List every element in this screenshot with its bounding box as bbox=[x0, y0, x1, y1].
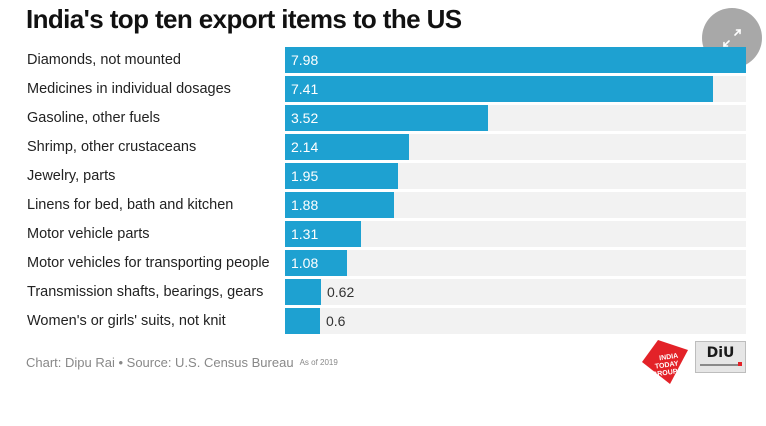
bar-track: 1.95 bbox=[285, 163, 746, 189]
bar bbox=[285, 192, 394, 218]
bar-row: Gasoline, other fuels 3.52 bbox=[0, 105, 766, 131]
bar bbox=[285, 134, 409, 160]
bar bbox=[285, 47, 746, 73]
category-label: Diamonds, not mounted bbox=[27, 52, 181, 68]
bar-track: 3.52 bbox=[285, 105, 746, 131]
bar bbox=[285, 163, 398, 189]
value-label: 1.08 bbox=[291, 255, 319, 271]
bar-row: Linens for bed, bath and kitchen 1.88 bbox=[0, 192, 766, 218]
expand-icon bbox=[723, 29, 741, 47]
bar-row: Jewelry, parts 1.95 bbox=[0, 163, 766, 189]
category-label: Medicines in individual dosages bbox=[27, 81, 231, 97]
bar-track: 1.31 bbox=[285, 221, 746, 247]
value-label: 0.62 bbox=[327, 284, 355, 300]
diu-logo-dot bbox=[738, 362, 742, 366]
value-label: 1.88 bbox=[291, 197, 319, 213]
bar bbox=[285, 279, 321, 305]
bar-track: 2.14 bbox=[285, 134, 746, 160]
value-label: 7.41 bbox=[291, 81, 319, 97]
value-label: 2.14 bbox=[291, 139, 319, 155]
value-label: 1.31 bbox=[291, 226, 319, 242]
bar bbox=[285, 250, 347, 276]
bar-track: 1.88 bbox=[285, 192, 746, 218]
category-label: Motor vehicles for transporting people bbox=[27, 255, 270, 271]
bar-track: 0.6 bbox=[285, 308, 746, 334]
bar-row: Medicines in individual dosages 7.41 bbox=[0, 76, 766, 102]
bar-row: Motor vehicles for transporting people 1.… bbox=[0, 250, 766, 276]
bar bbox=[285, 76, 713, 102]
bar-row: Diamonds, not mounted 7.98 bbox=[0, 47, 766, 73]
bar-row: Transmission shafts, bearings, gears 0.62 bbox=[0, 279, 766, 305]
value-label: 0.6 bbox=[326, 313, 346, 329]
itg-line-3: GROUP bbox=[652, 368, 679, 379]
category-label: Gasoline, other fuels bbox=[27, 110, 160, 126]
chart-title: India's top ten export items to the US bbox=[26, 4, 462, 34]
itg-line-1: INDIA bbox=[659, 353, 679, 363]
bar-track: 0.62 bbox=[285, 279, 746, 305]
bar-row: Shrimp, other crustaceans 2.14 bbox=[0, 134, 766, 160]
value-label: 7.98 bbox=[291, 52, 319, 68]
diu-logo-text: DiU bbox=[706, 345, 735, 361]
category-label: Motor vehicle parts bbox=[27, 226, 150, 242]
bar-track: 7.41 bbox=[285, 76, 746, 102]
diu-logo-rule bbox=[700, 364, 738, 366]
bar bbox=[285, 221, 361, 247]
diu-logo: DiU bbox=[695, 341, 746, 373]
as-of-note: As of 2019 bbox=[299, 358, 338, 367]
bar bbox=[285, 105, 488, 131]
category-label: Jewelry, parts bbox=[27, 168, 116, 184]
category-label: Linens for bed, bath and kitchen bbox=[27, 197, 234, 213]
category-label: Shrimp, other crustaceans bbox=[27, 139, 197, 155]
itg-line-2: TODAY bbox=[655, 360, 680, 370]
bar bbox=[285, 308, 320, 334]
bar-row: Motor vehicle parts 1.31 bbox=[0, 221, 766, 247]
india-today-group-logo: INDIA TODAY GROUP bbox=[642, 340, 688, 384]
bar-row: Women's or girls' suits, not knit 0.6 bbox=[0, 308, 766, 334]
bar-track: 1.08 bbox=[285, 250, 746, 276]
value-label: 1.95 bbox=[291, 168, 319, 184]
category-label: Transmission shafts, bearings, gears bbox=[27, 284, 264, 300]
chart-footer: Chart: Dipu Rai • Source: U.S. Census Bu… bbox=[26, 355, 338, 370]
source-credit: Chart: Dipu Rai • Source: U.S. Census Bu… bbox=[26, 355, 294, 370]
category-label: Women's or girls' suits, not knit bbox=[27, 313, 226, 329]
bar-track: 7.98 bbox=[285, 47, 746, 73]
value-label: 3.52 bbox=[291, 110, 319, 126]
